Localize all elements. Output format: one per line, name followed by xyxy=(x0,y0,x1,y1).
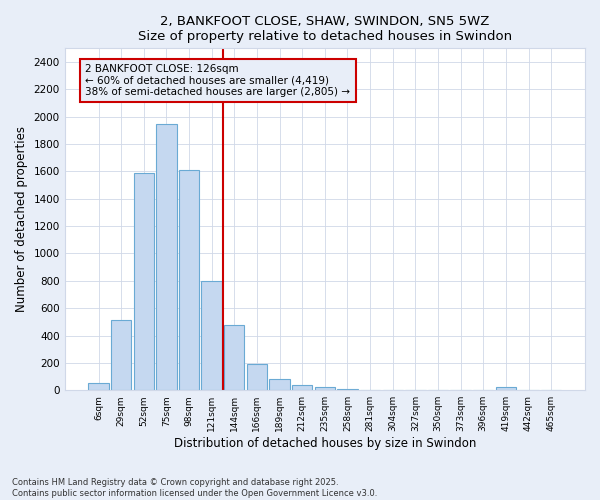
Bar xyxy=(202,281,222,390)
Bar xyxy=(156,124,176,390)
Bar xyxy=(292,386,313,390)
Bar xyxy=(247,364,267,390)
Bar xyxy=(269,378,290,390)
X-axis label: Distribution of detached houses by size in Swindon: Distribution of detached houses by size … xyxy=(173,437,476,450)
Bar xyxy=(88,384,109,390)
Text: Contains HM Land Registry data © Crown copyright and database right 2025.
Contai: Contains HM Land Registry data © Crown c… xyxy=(12,478,377,498)
Title: 2, BANKFOOT CLOSE, SHAW, SWINDON, SN5 5WZ
Size of property relative to detached : 2, BANKFOOT CLOSE, SHAW, SWINDON, SN5 5W… xyxy=(138,15,512,43)
Bar xyxy=(134,173,154,390)
Bar xyxy=(496,388,516,390)
Bar xyxy=(111,320,131,390)
Y-axis label: Number of detached properties: Number of detached properties xyxy=(15,126,28,312)
Bar xyxy=(179,170,199,390)
Text: 2 BANKFOOT CLOSE: 126sqm
← 60% of detached houses are smaller (4,419)
38% of sem: 2 BANKFOOT CLOSE: 126sqm ← 60% of detach… xyxy=(85,64,350,97)
Bar xyxy=(224,324,244,390)
Bar xyxy=(337,388,358,390)
Bar xyxy=(314,388,335,390)
